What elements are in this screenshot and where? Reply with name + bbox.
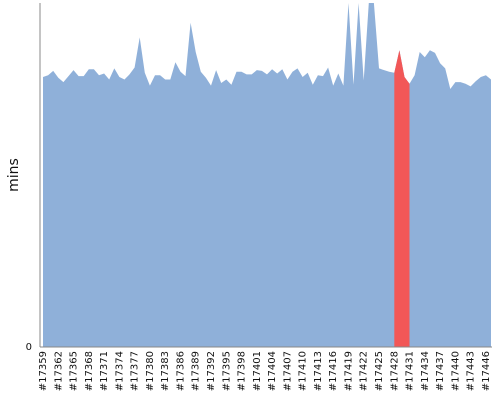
- x-tick-label: #17437: [435, 351, 446, 391]
- area-series: [43, 3, 491, 347]
- x-tick-label: #17425: [374, 351, 385, 391]
- x-tick-label: #17359: [38, 351, 49, 391]
- axes: [39, 3, 492, 348]
- x-tick-label: #17443: [466, 351, 477, 391]
- x-tick-label: #17440: [450, 351, 461, 391]
- x-tick-label: #17389: [191, 351, 202, 391]
- plot-area: [43, 3, 491, 348]
- x-tick-label: #17380: [145, 351, 156, 391]
- x-axis-tick-labels: #17359 #17362 #17365 #17368 #17371 #17374 #173…: [38, 351, 492, 391]
- x-tick-label: #17419: [344, 351, 355, 391]
- x-tick-label: #17422: [359, 351, 370, 391]
- x-tick-label: #17398: [237, 351, 248, 391]
- x-tick-label: #17416: [328, 351, 339, 391]
- x-tick-label: #17365: [69, 351, 80, 391]
- x-tick-label: #17446: [481, 351, 492, 391]
- highlighted-area: [394, 50, 410, 348]
- x-tick-label: #17407: [282, 351, 293, 391]
- x-tick-label: #17401: [252, 351, 263, 391]
- x-tick-label: #17383: [160, 351, 171, 391]
- x-tick-label: #17428: [389, 351, 400, 391]
- y-tick-label: 0: [26, 342, 32, 353]
- x-tick-label: #17395: [221, 351, 232, 391]
- x-tick-label: #17374: [114, 351, 125, 391]
- x-tick-label: #17434: [420, 351, 431, 391]
- x-tick-label: #17413: [313, 351, 324, 391]
- x-tick-label: #17392: [206, 351, 217, 391]
- x-tick-label: #17386: [176, 351, 187, 391]
- x-tick-label: #17410: [298, 351, 309, 391]
- x-tick-label: #17368: [84, 351, 95, 391]
- x-tick-label: #17377: [130, 351, 141, 391]
- x-tick-label: #17404: [267, 351, 278, 391]
- x-tick-label: #17371: [99, 351, 110, 391]
- y-axis-title: mins: [6, 158, 22, 192]
- x-tick-label: #17431: [405, 351, 416, 391]
- x-tick-label: #17362: [53, 351, 64, 391]
